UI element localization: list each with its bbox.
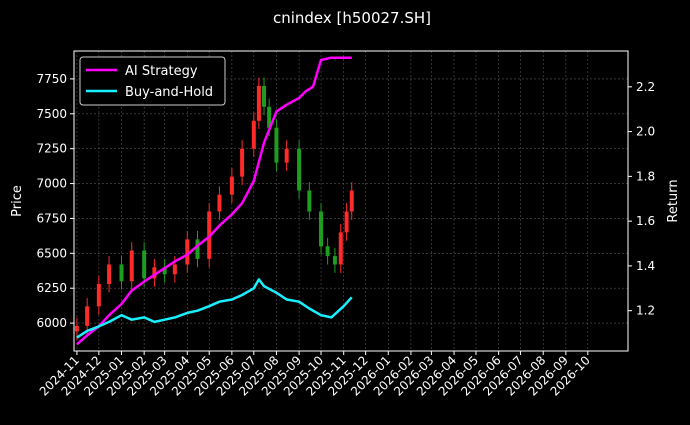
right-tick-label: 2.2	[636, 80, 655, 94]
price-candle	[119, 264, 124, 282]
price-candle	[142, 250, 147, 279]
left-tick-label: 7750	[36, 72, 67, 86]
price-candle	[338, 232, 343, 265]
price-candle	[274, 127, 279, 163]
return-series	[76, 56, 353, 346]
price-candle	[229, 176, 234, 195]
plot-frame	[73, 50, 629, 352]
price-candle	[162, 267, 167, 275]
right-tick-label: 1.8	[636, 169, 655, 183]
left-tick-label: 6250	[36, 281, 67, 295]
price-candle	[152, 267, 157, 279]
chart-title: cnindex [h50027.SH]	[273, 9, 431, 27]
price-candle	[251, 120, 256, 149]
right-axis-label: Return	[666, 179, 681, 222]
series-line-ai-strategy	[76, 56, 352, 346]
price-candle	[256, 85, 261, 121]
price-candle	[217, 194, 222, 212]
right-y-axis: 1.2 1.4 1.6 1.8 2.0 2.2	[628, 80, 655, 318]
price-candle	[96, 284, 101, 307]
price-candle	[267, 106, 272, 128]
price-candle	[325, 246, 330, 257]
left-tick-label: 7500	[36, 107, 67, 121]
right-tick-label: 1.6	[636, 214, 655, 228]
left-y-axis: 6000 6250 6500 6750 7000 7250 7500 7750	[36, 72, 74, 330]
left-axis-label: Price	[10, 185, 25, 217]
legend-label-ai-strategy: AI Strategy	[125, 64, 198, 79]
price-candle	[240, 148, 245, 177]
price-candle	[284, 148, 289, 163]
left-tick-label: 6000	[36, 316, 67, 330]
left-tick-label: 6750	[36, 211, 67, 225]
price-candle	[185, 239, 190, 265]
price-candle	[344, 211, 349, 233]
legend: AI Strategy Buy-and-Hold	[79, 56, 226, 106]
price-candle	[85, 306, 90, 326]
legend-label-buy-and-hold: Buy-and-Hold	[125, 85, 213, 100]
price-candle	[297, 148, 302, 191]
price-candle	[74, 325, 79, 332]
price-candle	[129, 250, 134, 282]
right-tick-label: 2.0	[636, 125, 655, 139]
price-candle	[319, 211, 324, 247]
price-candle	[172, 264, 177, 275]
right-tick-label: 1.4	[636, 259, 655, 273]
left-tick-label: 7250	[36, 142, 67, 156]
price-candle	[195, 239, 200, 259]
left-tick-label: 7000	[36, 177, 67, 191]
price-candle	[307, 190, 312, 212]
left-tick-label: 6500	[36, 246, 67, 260]
price-candle	[332, 256, 337, 265]
price-candle	[349, 190, 354, 212]
price-candle	[107, 264, 112, 285]
right-tick-label: 1.2	[636, 304, 655, 318]
series-line-buy-and-hold	[76, 278, 353, 339]
price-candle	[262, 85, 267, 107]
